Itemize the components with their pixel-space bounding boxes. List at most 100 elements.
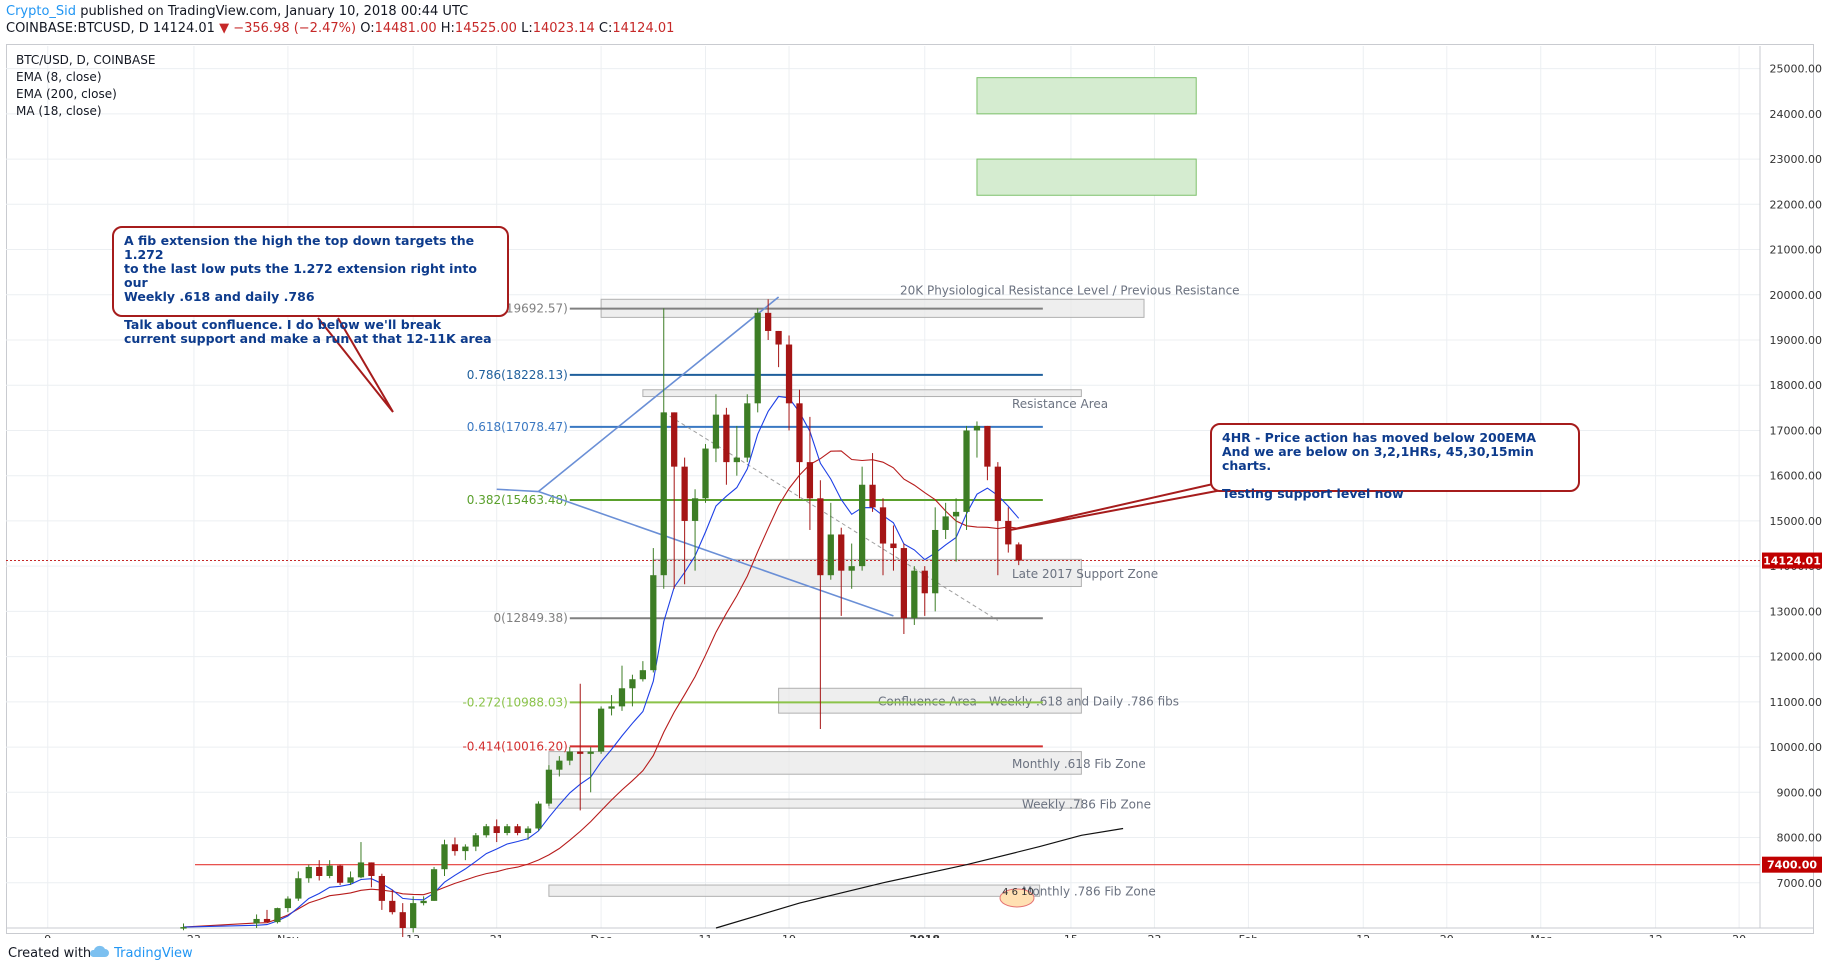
candle-body	[671, 412, 678, 467]
low-label: L:	[521, 21, 533, 36]
y-tick-label: 24000.00	[1770, 108, 1823, 121]
legend-ema8[interactable]: EMA (8, close)	[16, 70, 102, 84]
x-tick-label: 11	[699, 933, 713, 938]
fib-level-label: 1(19692.57)	[494, 302, 568, 316]
y-tick-label: 16000.00	[1770, 470, 1823, 483]
x-tick-label: 2018	[909, 933, 940, 938]
legend-ema200[interactable]: EMA (200, close)	[16, 87, 117, 101]
y-tick-label: 17000.00	[1770, 424, 1823, 437]
x-tick-label: Mar	[1530, 933, 1551, 938]
publish-info: Crypto_Sid published on TradingView.com,…	[6, 4, 468, 19]
y-tick-label: 15000.00	[1770, 515, 1823, 528]
y-tick-label: 21000.00	[1770, 244, 1823, 257]
candle-body	[451, 844, 459, 852]
zone-box	[548, 884, 1041, 897]
candle-body	[263, 918, 271, 923]
hr-note-pointer	[1009, 481, 1223, 531]
y-tick-label: 18000.00	[1770, 379, 1823, 392]
candle-body	[597, 708, 605, 752]
candle-body	[785, 344, 793, 404]
x-tick-label: Nov	[277, 933, 299, 938]
x-tick-label: Dec	[590, 933, 611, 938]
zone-label: Late 2017 Support Zone	[1012, 567, 1158, 581]
fib-level-label: -0.272(10988.03)	[462, 695, 567, 709]
fib-level-label: 0.618(17078.47)	[467, 420, 568, 434]
candle-body	[274, 908, 281, 923]
fib-extension-note: A fib extension the high the top down ta…	[112, 226, 509, 346]
candle-body	[984, 425, 991, 467]
zone-label: Weekly .786 Fib Zone	[1022, 798, 1151, 812]
candle-body	[911, 570, 918, 619]
price-tag-label: 7400.00	[1767, 859, 1817, 872]
candle-body	[618, 688, 626, 707]
fib-note-pointer	[317, 317, 394, 413]
candle-body	[952, 511, 960, 517]
y-tick-label: 22000.00	[1770, 198, 1823, 211]
legend-symbol: BTC/USD, D, COINBASE	[16, 53, 156, 67]
x-tick-label: 23	[1147, 933, 1161, 938]
candle-body	[180, 927, 187, 929]
candle-body	[869, 484, 876, 508]
x-tick-label: 12	[1649, 933, 1663, 938]
candle-body	[691, 498, 699, 521]
event-badge-text: 4 6 10	[1002, 887, 1034, 898]
y-tick-label: 8000.00	[1777, 832, 1823, 845]
candle-body	[316, 866, 323, 876]
x-tick-label: 19	[782, 933, 796, 938]
symbol-label: COINBASE:BTCUSD, D	[6, 21, 149, 36]
projection-line-up	[537, 296, 780, 493]
candle-body	[879, 507, 887, 544]
y-tick-label: 10000.00	[1770, 741, 1823, 754]
candle-body	[378, 875, 385, 901]
author-link[interactable]: Crypto_Sid	[6, 4, 77, 19]
ema8-line	[183, 395, 1020, 928]
candle-body	[253, 918, 260, 924]
candle-body	[545, 769, 553, 804]
zone-box	[548, 751, 1082, 775]
zone-box	[652, 558, 1082, 588]
candle-body	[639, 670, 647, 680]
candle-body	[702, 448, 709, 499]
fib-level-label: 0.382(15463.48)	[467, 493, 568, 507]
chart-frame[interactable]	[6, 44, 1814, 934]
tradingview-logo[interactable]: TradingView	[88, 945, 193, 961]
candle-body	[587, 751, 594, 754]
y-tick-label: 12000.00	[1770, 651, 1823, 664]
y-tick-label: 25000.00	[1770, 63, 1823, 76]
candle-body	[744, 403, 751, 458]
candle-body	[514, 826, 521, 834]
candle-body	[963, 430, 970, 512]
zone-label: Monthly .786 Fib Zone	[1022, 885, 1156, 899]
footer: Created with TradingView	[0, 938, 1824, 969]
candle-body	[608, 706, 615, 709]
event-badge	[999, 888, 1035, 908]
candle-body	[681, 466, 688, 521]
indicator-legend: BTC/USD, D, COINBASE EMA (8, close) EMA …	[16, 52, 155, 120]
published-text: published on TradingView.com, January 10…	[80, 4, 469, 19]
candle-body	[838, 534, 845, 571]
candle-body	[430, 869, 438, 901]
tradingview-brand: TradingView	[114, 946, 193, 961]
candle-body	[336, 865, 344, 883]
legend-ma18[interactable]: MA (18, close)	[16, 104, 102, 118]
candle-body	[483, 826, 490, 836]
zone-label: 20K Physiological Resistance Level / Pre…	[900, 283, 1240, 297]
projection-line-tail	[496, 488, 539, 493]
candle-body	[493, 826, 500, 834]
open-label: O:	[360, 21, 375, 36]
candle-body	[921, 570, 928, 594]
price-chart[interactable]: 25000.00 24000.00 23000.00 22000.00 21000.00…	[0, 0, 1824, 938]
candle-body	[733, 457, 740, 463]
candle-body	[472, 835, 479, 847]
candle-body	[900, 548, 908, 619]
candle-body	[994, 466, 1001, 521]
chart-header: Crypto_Sid published on TradingView.com,…	[0, 0, 1824, 40]
candle-body	[305, 866, 312, 879]
candle-body	[712, 414, 720, 449]
candle-body	[858, 484, 866, 567]
y-tick-label: 13000.00	[1770, 605, 1823, 618]
candle-body	[754, 312, 761, 404]
low-value: 14023.14	[532, 21, 595, 36]
zone-box	[778, 687, 1082, 714]
fib-level-label: 0.786(18228.13)	[467, 368, 568, 382]
